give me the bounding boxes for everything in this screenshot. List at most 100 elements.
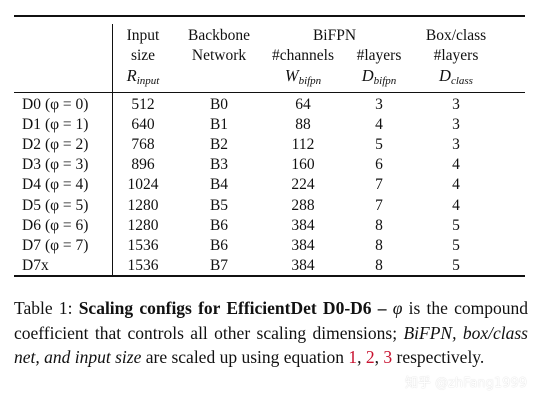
bifpn-layers-cell: 3 xyxy=(375,96,383,113)
config-name: D7 xyxy=(22,236,41,254)
table-row: D4 (φ = 4) 1024 B4 224 7 4 xyxy=(0,176,539,196)
backbone-cell: B3 xyxy=(209,156,229,174)
table-row: D7 (φ = 7) 1536 B6 384 8 5 xyxy=(0,237,539,257)
table-row: D1 (φ = 1) 640 B1 88 4 3 xyxy=(0,116,539,136)
table-row: D0 (φ = 0) 512 B0 64 3 3 xyxy=(0,96,539,116)
input-size-cell: 1024 xyxy=(127,176,159,194)
bifpn-channels-cell: 384 xyxy=(291,216,315,234)
phi-value: (φ = 2) xyxy=(44,136,89,154)
table-row: D3 (φ = 3) 896 B3 160 6 4 xyxy=(0,156,539,176)
bifpn-layers-cell: 7 xyxy=(375,176,383,194)
phi-value: (φ = 4) xyxy=(44,176,89,194)
header-bifpn-group: BiFPN xyxy=(312,27,357,44)
bifpn-layers-cell: 6 xyxy=(375,156,383,174)
table-top-rule xyxy=(14,15,525,17)
config-name: D6 xyxy=(22,216,41,234)
input-size-cell: 1280 xyxy=(127,216,159,234)
bifpn-channels-cell: 64 xyxy=(295,96,311,113)
bifpn-channels-cell: 112 xyxy=(291,136,315,154)
class-layers-cell: 5 xyxy=(452,256,460,274)
config-cell: D1 (φ = 1) xyxy=(22,116,88,134)
table-row: D7x 1536 B7 384 8 5 xyxy=(0,257,539,277)
bifpn-layers-cell: 5 xyxy=(375,136,383,154)
config-name: D3 xyxy=(22,156,41,174)
caption-italic: BiFPN, box/class net, and input size xyxy=(14,322,528,368)
header-input-size: Input size Rinput xyxy=(126,27,160,87)
class-layers-cell: 3 xyxy=(452,96,460,113)
backbone-cell: B4 xyxy=(209,176,229,194)
bifpn-layers-cell: 7 xyxy=(375,196,383,214)
class-layers-cell: 3 xyxy=(452,116,460,134)
config-name: D7x xyxy=(22,256,49,274)
class-layers-cell: 4 xyxy=(452,156,460,174)
phi-value: (φ = 7) xyxy=(44,236,89,254)
class-layers-cell: 5 xyxy=(452,236,460,254)
input-size-cell: 896 xyxy=(131,156,155,174)
table-bottom-rule xyxy=(14,275,525,277)
backbone-cell: B6 xyxy=(209,236,229,254)
class-layers-cell: 4 xyxy=(452,176,460,194)
bifpn-channels-cell: 384 xyxy=(291,256,315,274)
bifpn-layers-cell: 4 xyxy=(375,116,383,134)
backbone-cell: B0 xyxy=(209,96,229,113)
table-header-rule xyxy=(14,92,525,93)
input-size-cell: 640 xyxy=(131,116,155,134)
header-bifpn-channels: #channels Wbifpn xyxy=(272,47,334,87)
config-cell: D4 (φ = 4) xyxy=(22,176,88,194)
backbone-cell: B7 xyxy=(209,256,229,274)
bifpn-channels-cell: 88 xyxy=(295,116,311,134)
header-backbone-network: Backbone Network xyxy=(188,27,250,64)
equation-ref-3[interactable]: 3 xyxy=(383,347,393,367)
table-column-divider xyxy=(112,24,113,275)
backbone-cell: B5 xyxy=(209,196,229,214)
class-layers-cell: 5 xyxy=(452,216,460,234)
bifpn-channels-cell: 288 xyxy=(291,196,315,214)
input-size-cell: 512 xyxy=(131,96,155,113)
phi-value: (φ = 5) xyxy=(44,196,89,214)
caption-text-1: is the compound coefficient that control… xyxy=(14,298,529,343)
backbone-cell: B1 xyxy=(209,116,229,134)
config-cell: D0 (φ = 0) xyxy=(22,96,88,114)
config-name: D0 xyxy=(22,96,41,113)
input-size-cell: 1280 xyxy=(127,196,159,214)
equation-ref-2[interactable]: 2 xyxy=(365,347,375,367)
header-bifpn-layers: #layers Dbifpn xyxy=(356,47,402,87)
table-row: D6 (φ = 6) 1280 B6 384 8 5 xyxy=(0,217,539,237)
caption-text-2: are scaled up using equation xyxy=(141,347,349,367)
input-size-cell: 1536 xyxy=(127,256,159,274)
table-caption: Table 1: Scaling configs for EfficientDe… xyxy=(14,298,529,368)
bifpn-layers-cell: 8 xyxy=(375,256,383,274)
config-name: D5 xyxy=(22,196,41,214)
input-size-cell: 768 xyxy=(131,136,155,154)
config-cell: D6 (φ = 6) xyxy=(22,217,88,235)
backbone-cell: B6 xyxy=(209,216,229,234)
config-cell: D3 (φ = 3) xyxy=(22,156,88,174)
caption-title: Scaling configs for EfficientDet D0-D6 – xyxy=(78,298,387,318)
caption-label: Table 1: xyxy=(14,298,73,318)
config-cell: D5 (φ = 5) xyxy=(22,197,88,215)
bifpn-layers-cell: 8 xyxy=(375,216,383,234)
class-layers-cell: 4 xyxy=(452,196,460,214)
watermark: 知乎 @zhFang1999 xyxy=(404,376,527,391)
config-name: D1 xyxy=(22,116,41,134)
class-layers-cell: 3 xyxy=(452,136,460,154)
bifpn-channels-cell: 224 xyxy=(291,176,315,194)
equation-ref-1[interactable]: 1 xyxy=(348,347,358,367)
bifpn-layers-cell: 8 xyxy=(375,236,383,254)
config-name: D2 xyxy=(22,136,41,154)
phi-value: (φ = 6) xyxy=(44,216,89,234)
phi-value: (φ = 3) xyxy=(44,156,89,174)
phi-value: (φ = 1) xyxy=(44,116,89,134)
caption-text-3: respectively. xyxy=(392,347,485,367)
backbone-cell: B2 xyxy=(209,136,229,154)
caption-phi: φ xyxy=(392,298,403,318)
bifpn-channels-cell: 384 xyxy=(291,236,315,254)
config-cell: D7x xyxy=(22,257,53,275)
config-cell: D2 (φ = 2) xyxy=(22,136,88,154)
table-row: D2 (φ = 2) 768 B2 112 5 3 xyxy=(0,136,539,156)
table-row: D5 (φ = 5) 1280 B5 288 7 4 xyxy=(0,197,539,217)
bifpn-channels-cell: 160 xyxy=(291,156,315,174)
header-boxclass-layers: Box/class #layers Dclass xyxy=(425,27,487,87)
config-name: D4 xyxy=(22,176,41,194)
phi-value: (φ = 0) xyxy=(44,96,89,113)
